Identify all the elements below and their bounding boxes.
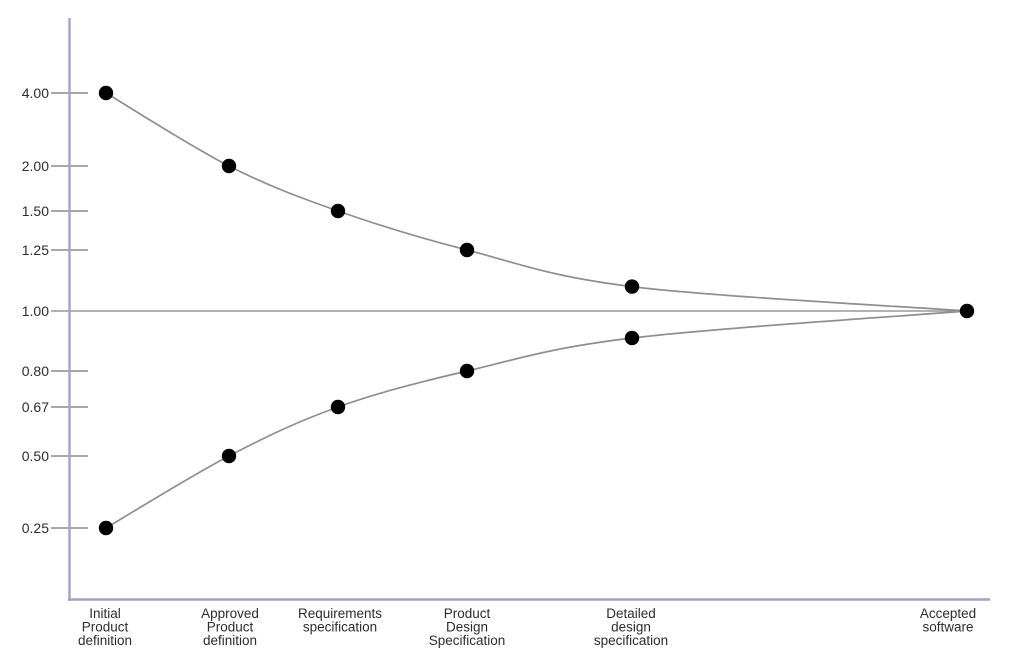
y-tick-label: 0.50 — [22, 448, 49, 464]
y-tick-label: 2.00 — [22, 158, 49, 174]
data-point-marker — [624, 279, 640, 294]
x-category-label: Detailed design specification — [594, 606, 668, 648]
y-tick-label: 1.50 — [22, 203, 49, 219]
data-point-marker — [459, 363, 475, 379]
y-tick-label: 1.00 — [22, 303, 49, 319]
data-point-marker — [98, 85, 114, 101]
data-point-marker — [221, 158, 237, 174]
data-point-marker — [98, 520, 114, 536]
y-tick-label: 4.00 — [22, 85, 49, 101]
data-point-marker — [624, 330, 640, 346]
x-category-label: Initial Product definition — [78, 606, 132, 648]
x-category-label: Approved Product definition — [201, 606, 259, 648]
x-category-label: Accepted software — [920, 606, 976, 635]
y-tick-label: 1.25 — [22, 242, 49, 258]
x-category-label: Product Design Specification — [429, 606, 506, 648]
data-point-marker — [459, 242, 475, 258]
data-point-marker — [959, 303, 975, 319]
upper-bound-curve — [105, 92, 968, 312]
y-tick-label: 0.80 — [22, 363, 49, 379]
data-point-marker — [330, 399, 346, 415]
x-category-label: Requirements specification — [298, 606, 382, 635]
y-tick-label: 0.25 — [22, 520, 49, 536]
data-point-marker — [330, 203, 346, 219]
data-point-marker — [221, 448, 237, 464]
lower-bound-curve — [105, 310, 968, 529]
y-tick-label: 0.67 — [22, 399, 49, 415]
